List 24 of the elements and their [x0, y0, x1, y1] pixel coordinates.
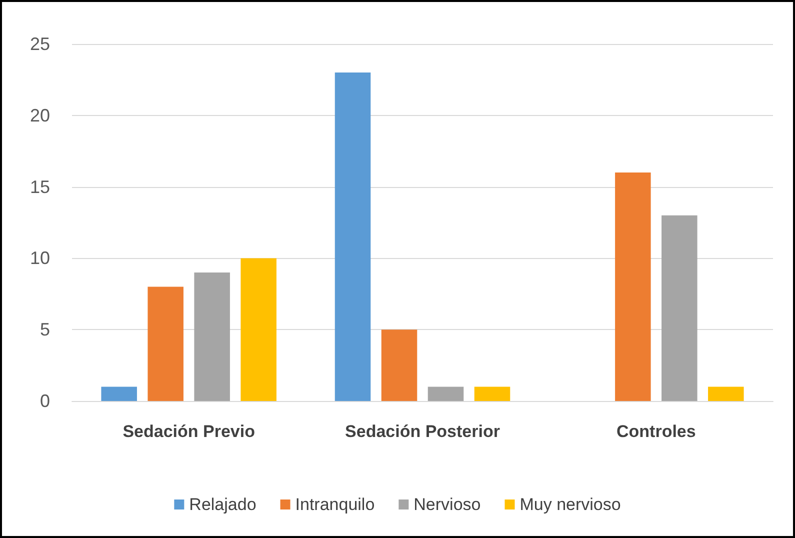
- legend-label: Nervioso: [414, 495, 481, 514]
- y-tick-label: 0: [40, 391, 50, 411]
- x-tick-label: Sedación Posterior: [345, 422, 500, 441]
- y-tick-label: 10: [30, 248, 50, 268]
- legend-label: Muy nervioso: [520, 495, 621, 514]
- bar: [474, 386, 510, 401]
- bar: [101, 386, 137, 401]
- bar: [194, 272, 230, 401]
- x-tick-label: Sedación Previo: [122, 422, 255, 441]
- bar: [240, 258, 276, 401]
- bar: [708, 386, 744, 401]
- bar: [148, 286, 184, 401]
- bar: [381, 330, 418, 401]
- bar: [428, 386, 464, 401]
- y-tick-label: 25: [30, 34, 50, 54]
- legend-label: Relajado: [189, 495, 256, 514]
- bar: [662, 215, 698, 401]
- y-tick-label: 5: [40, 320, 50, 340]
- legend-label: Intranquilo: [295, 495, 375, 514]
- bar: [334, 72, 371, 401]
- y-tick-label: 20: [30, 105, 50, 126]
- y-tick-label: 15: [30, 176, 50, 197]
- x-tick-label: Controles: [616, 422, 696, 441]
- bar: [615, 172, 651, 401]
